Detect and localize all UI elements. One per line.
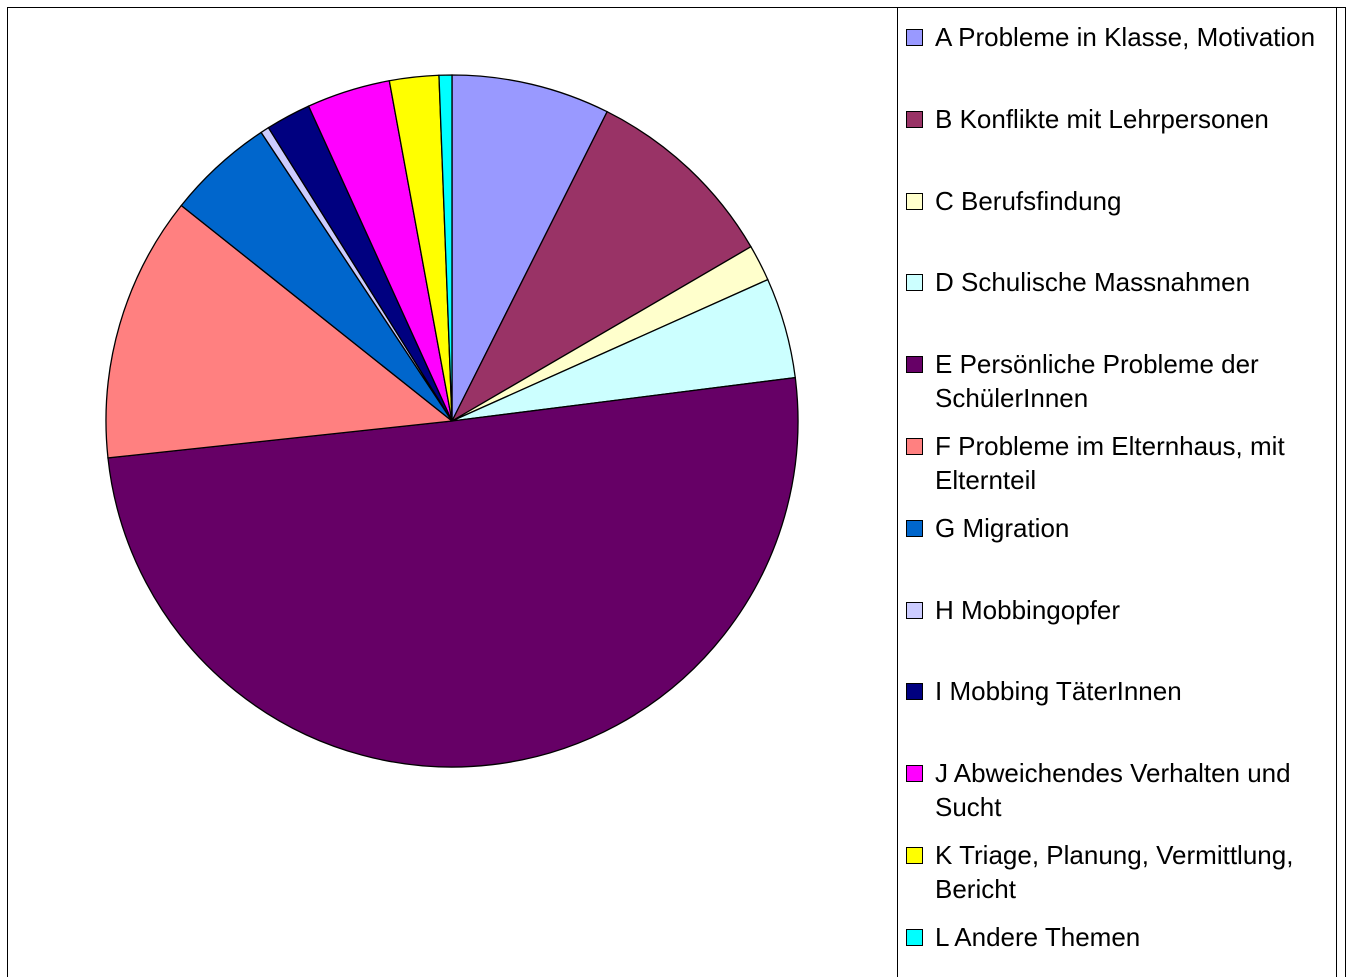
pie-slice (451, 74, 609, 422)
legend-item: J Abweichendes Verhalten und Sucht (906, 756, 1338, 824)
legend-item: B Konflikte mit Lehrpersonen (906, 102, 1338, 136)
legend-label: K Triage, Planung, Vermittlung, Bericht (935, 840, 1294, 904)
legend-label: D Schulische Massnahmen (935, 267, 1251, 298)
legend-item: H Mobbingopfer (906, 593, 1338, 627)
legend-swatch (906, 356, 923, 374)
legend-swatch (906, 928, 923, 946)
legend-item: F Probleme im Elternhaus, mit Elternteil (906, 429, 1338, 497)
legend-border (897, 7, 1337, 977)
legend-swatch (906, 29, 923, 46)
pie-slice (450, 110, 752, 423)
legend-label: F Probleme im Elternhaus, mit Elternteil (935, 431, 1285, 495)
legend-item: G Migration (906, 511, 1338, 545)
legend-label: H Mobbingopfer (935, 594, 1120, 625)
legend-label: B Konflikte mit Lehrpersonen (935, 103, 1269, 134)
legend-swatch (906, 601, 923, 619)
pie-slice (105, 204, 454, 459)
legend-item: C Berufsfindung (906, 184, 1338, 218)
legend-item: I Mobbing TäterInnen (906, 674, 1338, 708)
legend-label: A Probleme in Klasse, Motivation (935, 22, 1316, 52)
legend-swatch (906, 683, 923, 701)
legend-label: L Andere Themen (935, 921, 1141, 952)
legend-swatch (906, 765, 923, 783)
legend-swatch (906, 438, 923, 455)
legend-swatch (906, 110, 923, 128)
legend-label: E Persönliche Probleme der SchülerInnen (935, 349, 1259, 414)
chart-border (7, 7, 1346, 977)
legend-item: E Persönliche Probleme der SchülerInnen (906, 347, 1338, 415)
legend-swatch (906, 192, 923, 210)
legend-swatch (906, 847, 923, 864)
legend-label: G Migration (935, 512, 1070, 543)
legend-item: L Andere Themen (906, 920, 1338, 954)
legend-item: A Probleme in Klasse, Motivation (906, 20, 1338, 54)
legend-item: K Triage, Planung, Vermittlung, Bericht (906, 838, 1338, 906)
legend-item: D Schulische Massnahmen (906, 265, 1338, 299)
legend-swatch (906, 274, 923, 292)
legend-label: C Berufsfindung (935, 185, 1122, 216)
pie-slice (438, 74, 453, 422)
legend-swatch (906, 519, 923, 537)
legend-label: J Abweichendes Verhalten und Sucht (935, 758, 1291, 823)
legend-label: I Mobbing TäterInnen (935, 676, 1182, 707)
pie-slice (107, 376, 799, 768)
